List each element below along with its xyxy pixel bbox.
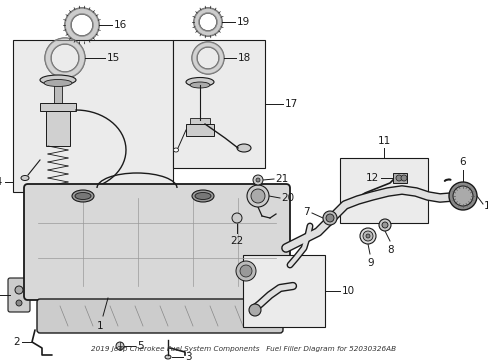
Bar xyxy=(13,40,173,192)
Circle shape xyxy=(359,228,375,244)
Bar xyxy=(243,255,325,327)
Text: 19: 19 xyxy=(237,17,250,27)
Text: 10: 10 xyxy=(341,286,354,296)
Circle shape xyxy=(452,186,472,206)
Circle shape xyxy=(325,214,333,222)
FancyBboxPatch shape xyxy=(283,278,303,312)
Circle shape xyxy=(236,261,256,281)
Circle shape xyxy=(252,175,263,185)
Circle shape xyxy=(365,234,369,238)
Circle shape xyxy=(248,304,261,316)
FancyBboxPatch shape xyxy=(37,299,283,333)
Ellipse shape xyxy=(21,175,29,180)
Bar xyxy=(185,124,214,136)
Text: 9: 9 xyxy=(367,258,373,268)
Circle shape xyxy=(381,222,387,228)
Circle shape xyxy=(362,231,372,241)
Ellipse shape xyxy=(195,193,210,199)
Text: 17: 17 xyxy=(285,99,298,109)
Ellipse shape xyxy=(44,80,72,86)
Circle shape xyxy=(448,182,476,210)
FancyBboxPatch shape xyxy=(8,278,30,312)
Ellipse shape xyxy=(173,148,178,152)
Text: 2: 2 xyxy=(13,337,20,347)
FancyArrowPatch shape xyxy=(444,179,449,181)
Text: 3: 3 xyxy=(184,352,191,360)
Ellipse shape xyxy=(190,82,209,88)
Circle shape xyxy=(16,300,22,306)
Text: 20: 20 xyxy=(281,193,293,203)
Circle shape xyxy=(240,265,251,277)
Text: 18: 18 xyxy=(238,53,251,63)
Bar xyxy=(392,173,406,183)
Ellipse shape xyxy=(185,77,214,86)
Text: 2019 Jeep Cherokee Fuel System Components   Fuel Filler Diagram for 52030326AB: 2019 Jeep Cherokee Fuel System Component… xyxy=(91,346,396,352)
Circle shape xyxy=(15,286,23,294)
Circle shape xyxy=(246,185,268,207)
Text: 14: 14 xyxy=(0,177,3,187)
Text: 6: 6 xyxy=(459,157,466,167)
Ellipse shape xyxy=(40,75,76,85)
Circle shape xyxy=(231,213,242,223)
Bar xyxy=(54,83,62,103)
Text: 5: 5 xyxy=(137,341,143,351)
Circle shape xyxy=(116,342,124,350)
Ellipse shape xyxy=(192,190,214,202)
Circle shape xyxy=(400,175,406,181)
Bar xyxy=(173,40,264,168)
Text: 15: 15 xyxy=(107,53,120,63)
Circle shape xyxy=(323,211,336,225)
Text: 12: 12 xyxy=(365,173,378,183)
Text: 21: 21 xyxy=(274,174,287,184)
Text: 22: 22 xyxy=(230,236,243,246)
Ellipse shape xyxy=(72,190,94,202)
Circle shape xyxy=(395,175,401,181)
Ellipse shape xyxy=(164,355,171,359)
Text: 13: 13 xyxy=(483,201,488,211)
Text: 11: 11 xyxy=(377,136,390,146)
Bar xyxy=(40,103,76,111)
Text: 1: 1 xyxy=(97,321,103,331)
Ellipse shape xyxy=(75,193,91,199)
Circle shape xyxy=(256,178,260,182)
Bar xyxy=(339,158,427,223)
FancyBboxPatch shape xyxy=(24,184,289,300)
Ellipse shape xyxy=(237,144,250,152)
Text: 7: 7 xyxy=(303,207,309,217)
Bar xyxy=(46,111,70,146)
Text: 16: 16 xyxy=(114,20,127,30)
Text: 8: 8 xyxy=(387,245,393,255)
Circle shape xyxy=(250,189,264,203)
Bar xyxy=(190,118,209,124)
Circle shape xyxy=(378,219,390,231)
